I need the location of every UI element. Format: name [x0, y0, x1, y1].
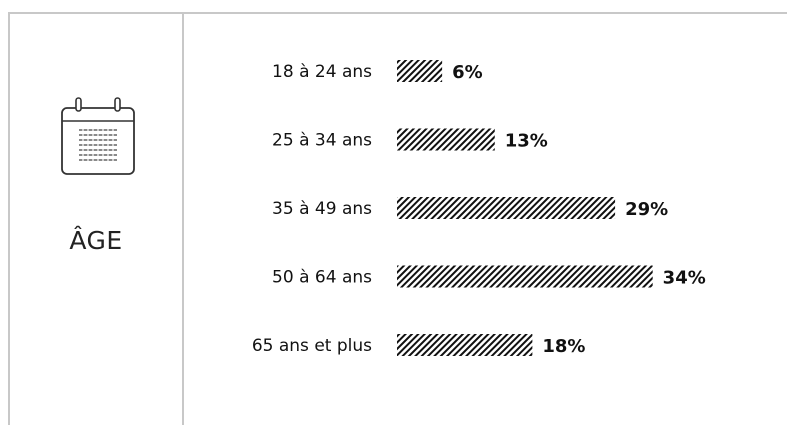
bar-value-label: 34% — [663, 268, 706, 289]
bar — [397, 128, 495, 151]
bar-value-label: 13% — [505, 131, 548, 152]
age-panel-label: ÂGE — [69, 226, 123, 255]
bar — [397, 197, 616, 219]
category-label: 18 à 24 ans — [272, 62, 372, 82]
category-label: 35 à 49 ans — [272, 199, 372, 219]
panel-left-border — [8, 12, 10, 425]
category-label: 50 à 64 ans — [272, 268, 372, 288]
bar-value-label: 18% — [542, 336, 585, 357]
bar — [397, 265, 653, 288]
category-label: 25 à 34 ans — [272, 131, 372, 151]
bar — [397, 60, 443, 82]
panel-top-border — [8, 12, 787, 14]
calendar-icon — [61, 97, 135, 175]
bar — [397, 334, 533, 356]
category-label: 65 ans et plus — [252, 336, 372, 356]
bar-value-label: 6% — [452, 62, 483, 83]
panel-divider — [182, 12, 184, 425]
bar-value-label: 29% — [625, 199, 668, 220]
